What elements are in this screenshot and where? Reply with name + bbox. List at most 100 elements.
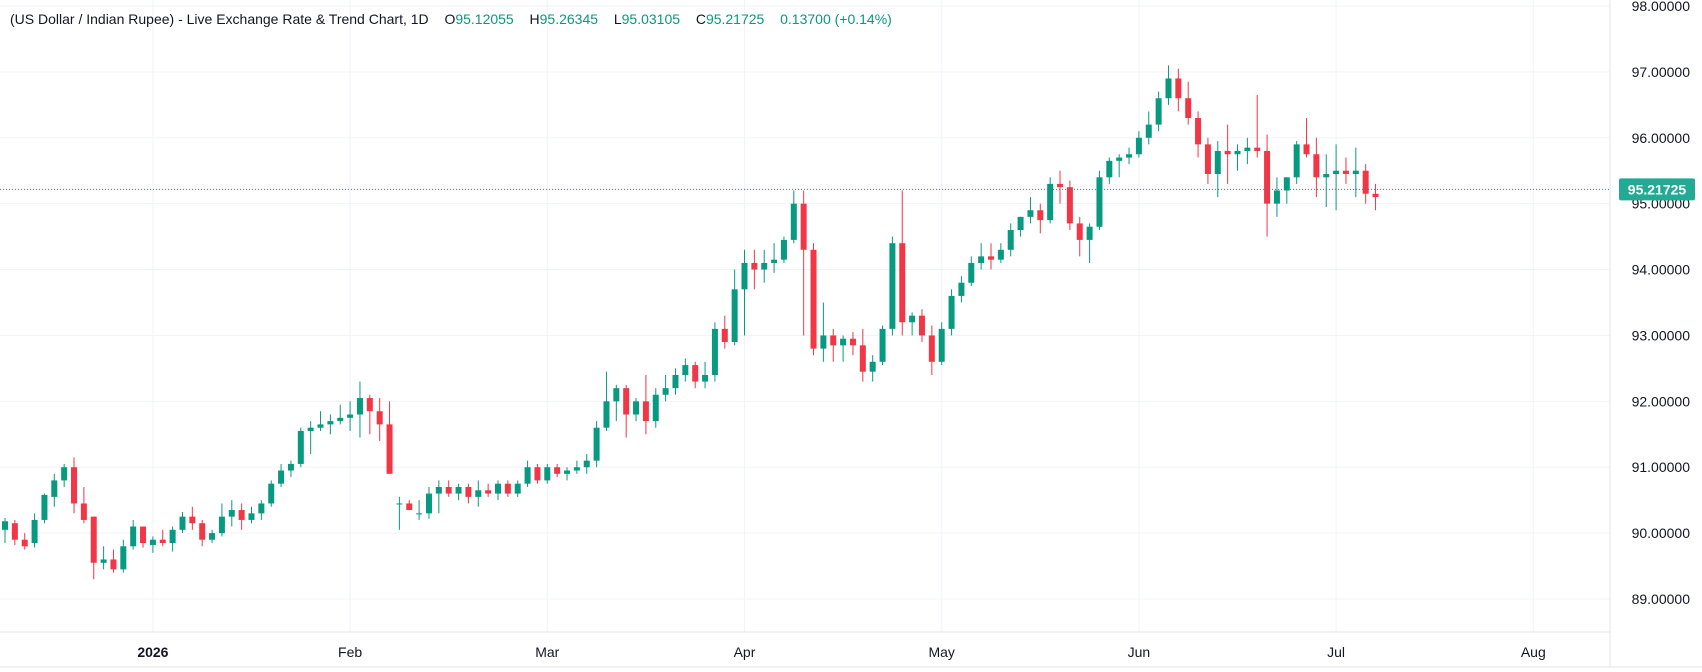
candle-body xyxy=(140,526,147,543)
candle-body xyxy=(1145,124,1152,138)
x-tick-label: May xyxy=(928,644,954,660)
candle-body xyxy=(958,282,965,296)
candle-body xyxy=(1323,174,1330,178)
candle-body xyxy=(642,401,649,422)
candle-body xyxy=(682,365,689,375)
candle-body xyxy=(741,262,748,290)
candle-body xyxy=(988,256,994,260)
candle-body xyxy=(1293,144,1300,178)
candle-body xyxy=(1066,187,1073,224)
candle-body xyxy=(278,470,285,484)
candle-body xyxy=(425,493,432,514)
candle-body xyxy=(376,411,383,425)
candle-body xyxy=(356,398,363,415)
candle-body xyxy=(1264,150,1271,204)
candle-body xyxy=(327,421,334,425)
candle-body xyxy=(702,374,709,382)
candle-body xyxy=(938,328,945,362)
candle-body xyxy=(899,243,906,323)
x-tick-label: Aug xyxy=(1521,644,1546,660)
candle-body xyxy=(406,503,413,511)
candle-body xyxy=(1126,154,1133,158)
y-tick-label: 96.00000 xyxy=(1632,130,1691,146)
candle-body xyxy=(869,361,876,372)
candle-body xyxy=(849,338,856,346)
open-value: 95.12055 xyxy=(455,11,514,27)
candle-body xyxy=(1352,170,1359,175)
candle-body xyxy=(1096,177,1103,227)
candle-body xyxy=(1017,216,1024,231)
candle-body xyxy=(1086,226,1093,240)
candle-body xyxy=(347,414,354,418)
candle-body xyxy=(337,417,344,422)
candle-body xyxy=(228,510,235,517)
chart-legend: (US Dollar / Indian Rupee) - Live Exchan… xyxy=(10,11,892,27)
candle-body xyxy=(1303,144,1310,155)
high-label: H xyxy=(529,11,540,27)
x-tick-label: Jul xyxy=(1327,644,1345,660)
last-price-label: 95.21725 xyxy=(1628,181,1687,197)
candle-body xyxy=(90,516,97,563)
candle-body xyxy=(830,335,837,346)
candle-body xyxy=(948,295,955,329)
candle-body xyxy=(514,483,521,494)
candle-body xyxy=(583,460,590,468)
candle-body xyxy=(1047,183,1054,221)
candle-body xyxy=(1175,78,1182,99)
candle-body xyxy=(840,338,847,346)
candle-body xyxy=(2,521,8,530)
candle-body xyxy=(80,503,87,520)
candle-body xyxy=(593,427,600,461)
candle-body xyxy=(1342,170,1349,175)
candle-body xyxy=(997,249,1004,260)
candle-body xyxy=(1007,230,1014,250)
candle-body xyxy=(780,239,787,260)
candle-body xyxy=(465,486,472,497)
candle-body xyxy=(879,328,886,362)
candle-body xyxy=(209,533,216,540)
candle-body xyxy=(1224,150,1231,155)
candle-body xyxy=(613,388,620,402)
candle-body xyxy=(711,328,718,375)
candle-body xyxy=(800,203,807,250)
candle-body xyxy=(120,546,127,570)
candle-body xyxy=(820,335,827,349)
candle-body xyxy=(1204,144,1211,175)
candle-body xyxy=(1273,190,1280,204)
candle-body xyxy=(51,480,58,497)
candle-body xyxy=(31,519,38,543)
candle-body xyxy=(287,463,294,471)
candle-body xyxy=(524,467,531,484)
candle-body xyxy=(731,289,738,343)
candle-body xyxy=(1057,183,1064,188)
candle-body xyxy=(1333,170,1340,175)
candle-body xyxy=(1283,177,1290,191)
candle-body xyxy=(652,394,659,422)
candle-body xyxy=(199,523,206,540)
candle-body xyxy=(534,467,541,481)
last-price-tag xyxy=(1619,178,1695,201)
candle-body xyxy=(771,259,778,263)
candle-body xyxy=(268,483,275,504)
candle-body xyxy=(1313,154,1320,178)
candle-body xyxy=(110,559,117,570)
close-label: C xyxy=(695,11,706,27)
candle-body xyxy=(573,467,580,471)
candle-body xyxy=(189,516,196,524)
candle-body xyxy=(978,256,985,263)
high-value: 95.26345 xyxy=(539,11,599,27)
candle-body xyxy=(386,424,393,474)
candle-body xyxy=(21,539,28,547)
candle-body xyxy=(159,539,166,543)
y-tick-label: 98.00000 xyxy=(1632,0,1691,14)
y-tick-label: 90.00000 xyxy=(1632,525,1691,541)
candle-body xyxy=(544,467,551,481)
candle-body xyxy=(1214,150,1221,175)
x-tick-label: Mar xyxy=(535,644,559,660)
candle-body xyxy=(1234,150,1241,155)
candle-body xyxy=(889,243,896,329)
candle-body xyxy=(307,427,314,431)
candle-body xyxy=(918,315,925,336)
